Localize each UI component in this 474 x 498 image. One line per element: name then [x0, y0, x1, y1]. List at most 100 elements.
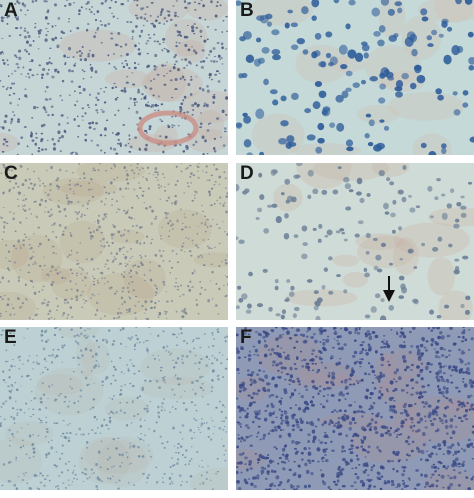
nucleus — [186, 342, 189, 345]
nucleus — [40, 419, 43, 422]
nucleus — [437, 385, 440, 388]
nucleus — [126, 456, 129, 459]
nucleus — [66, 56, 69, 59]
nucleus — [471, 475, 474, 479]
nucleus — [207, 190, 211, 194]
nucleus — [411, 327, 416, 330]
nucleus — [133, 188, 136, 191]
nucleus — [359, 358, 362, 361]
nucleus — [43, 358, 46, 361]
nucleus — [462, 90, 469, 96]
nucleus — [135, 110, 139, 114]
nucleus — [317, 122, 325, 131]
nucleus — [23, 412, 26, 414]
nucleus — [65, 170, 68, 172]
nucleus — [28, 408, 30, 410]
nucleus — [201, 481, 205, 485]
nucleus — [27, 264, 30, 266]
nucleus — [46, 139, 49, 141]
nucleus — [341, 393, 345, 397]
nucleus — [146, 317, 149, 320]
nucleus — [290, 484, 294, 487]
nucleus — [39, 472, 42, 475]
nucleus — [436, 177, 441, 182]
nucleus — [142, 190, 145, 193]
nucleus — [140, 51, 142, 53]
nucleus — [361, 340, 366, 344]
nucleus — [361, 448, 365, 452]
nucleus — [161, 477, 164, 479]
nucleus — [139, 242, 142, 245]
nucleus — [174, 183, 177, 187]
nucleus — [345, 70, 353, 77]
nucleus — [111, 242, 114, 244]
nucleus — [116, 96, 119, 99]
nucleus — [143, 201, 146, 204]
micrograph — [0, 0, 228, 155]
nucleus — [226, 255, 228, 257]
tissue-patch — [57, 327, 100, 339]
nucleus — [445, 378, 449, 382]
nucleus — [329, 386, 332, 390]
nucleus — [32, 455, 35, 458]
nucleus — [72, 371, 75, 373]
nucleus — [77, 400, 80, 403]
nucleus — [264, 477, 268, 480]
nucleus — [209, 280, 212, 282]
nucleus — [325, 31, 333, 38]
nucleus — [157, 109, 160, 112]
nucleus — [270, 394, 275, 397]
nucleus — [163, 398, 165, 400]
nucleus — [23, 126, 27, 128]
nucleus — [145, 178, 148, 180]
nucleus — [8, 188, 12, 192]
nucleus — [142, 305, 144, 307]
nucleus — [307, 440, 310, 443]
nucleus — [224, 187, 227, 189]
nucleus — [193, 8, 197, 11]
nucleus — [66, 122, 70, 125]
nucleus — [82, 433, 85, 436]
nucleus — [272, 54, 281, 61]
nucleus — [432, 417, 437, 421]
nucleus — [392, 450, 396, 455]
nucleus — [84, 112, 87, 115]
nucleus — [123, 87, 126, 90]
nucleus — [284, 213, 289, 219]
nucleus — [315, 315, 321, 320]
nucleus — [81, 279, 84, 282]
nucleus — [46, 72, 49, 76]
nucleus — [164, 135, 168, 139]
nucleus — [81, 457, 83, 460]
nucleus — [108, 416, 112, 419]
nucleus — [76, 259, 79, 262]
nucleus — [154, 103, 158, 107]
nucleus — [3, 138, 7, 141]
nucleus — [146, 340, 149, 342]
nucleus — [329, 357, 333, 360]
nucleus — [119, 142, 122, 146]
nucleus — [410, 417, 414, 421]
nucleus — [70, 234, 73, 237]
nucleus — [437, 94, 444, 101]
nucleus — [105, 119, 109, 122]
nucleus — [114, 379, 117, 382]
nucleus — [277, 369, 280, 372]
nucleus — [262, 330, 266, 333]
nucleus — [73, 184, 77, 187]
nucleus — [114, 97, 118, 101]
nucleus — [10, 383, 14, 387]
nucleus — [80, 433, 82, 436]
nucleus — [9, 440, 11, 442]
nucleus — [277, 462, 280, 465]
nucleus — [259, 438, 262, 441]
nucleus — [270, 347, 275, 352]
nucleus — [263, 353, 268, 358]
nucleus — [286, 330, 290, 335]
nucleus — [72, 56, 75, 59]
nucleus — [90, 76, 93, 79]
nucleus — [212, 47, 216, 50]
nucleus — [122, 286, 125, 290]
nucleus — [109, 456, 112, 459]
nucleus — [454, 450, 458, 455]
